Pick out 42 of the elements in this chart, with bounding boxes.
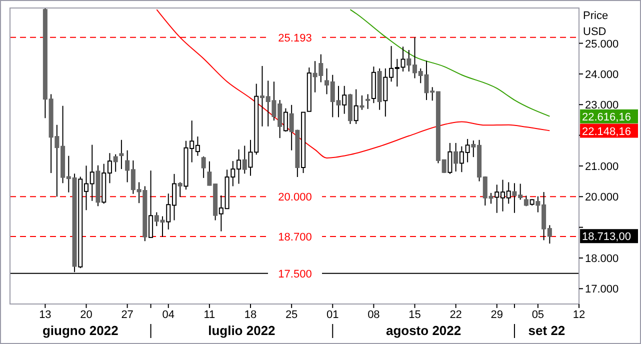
ref-line-label: 18.700 bbox=[278, 232, 312, 244]
text: luglio 2022 bbox=[208, 323, 276, 338]
annotation: 18.713,00 bbox=[582, 231, 631, 244]
text: giugno 2022 bbox=[42, 323, 118, 338]
text: agosto 2022 bbox=[386, 323, 462, 338]
candlestick bbox=[148, 170, 154, 238]
y-tick-label: 17.000 bbox=[585, 284, 619, 296]
x-tick-label: 04 bbox=[162, 309, 175, 321]
y-tick-label: 20.000 bbox=[585, 192, 619, 204]
x-tick-label: 20 bbox=[80, 309, 92, 321]
x-tick-label: 15 bbox=[408, 309, 421, 321]
y-tick-label: 18.000 bbox=[585, 252, 619, 265]
x-tick-label: 29 bbox=[490, 309, 503, 321]
text: set 22 bbox=[528, 323, 566, 338]
x-tick-label: 27 bbox=[121, 309, 134, 321]
candlestick bbox=[201, 156, 206, 178]
candlestick bbox=[119, 139, 124, 170]
line-series bbox=[350, 9, 550, 117]
x-tick-label: 12 bbox=[572, 309, 586, 321]
x-tick-label: 22 bbox=[450, 309, 462, 321]
candlestick bbox=[366, 94, 370, 110]
ref-line-label: 20.000 bbox=[278, 192, 312, 204]
x-tick-label: 11 bbox=[204, 309, 216, 321]
x-tick-label: 18 bbox=[244, 309, 257, 321]
x-tick-label: 25 bbox=[285, 309, 298, 321]
y-tick-label: 25.000 bbox=[585, 38, 619, 50]
y-tick-label: 23.000 bbox=[585, 100, 619, 112]
x-tick-label: 01 bbox=[326, 309, 339, 321]
annotation: 22.148,16 bbox=[582, 126, 631, 138]
x-tick-label: 05 bbox=[532, 309, 544, 321]
y-tick-label: 21.000 bbox=[585, 160, 619, 173]
ref-line-label: 17.500 bbox=[278, 268, 312, 280]
candlestick bbox=[283, 108, 288, 132]
ref-line-label: 25.193 bbox=[278, 32, 312, 44]
x-tick-label: 13 bbox=[39, 309, 52, 321]
candlestick bbox=[342, 85, 347, 114]
candlestick bbox=[448, 142, 452, 174]
y-tick-label: 24.000 bbox=[585, 68, 619, 81]
y-axis-title: Price USD bbox=[583, 10, 608, 38]
annotation: 22.616,16 bbox=[582, 111, 631, 124]
candlestick bbox=[354, 88, 358, 124]
x-tick-label: 08 bbox=[368, 309, 380, 321]
